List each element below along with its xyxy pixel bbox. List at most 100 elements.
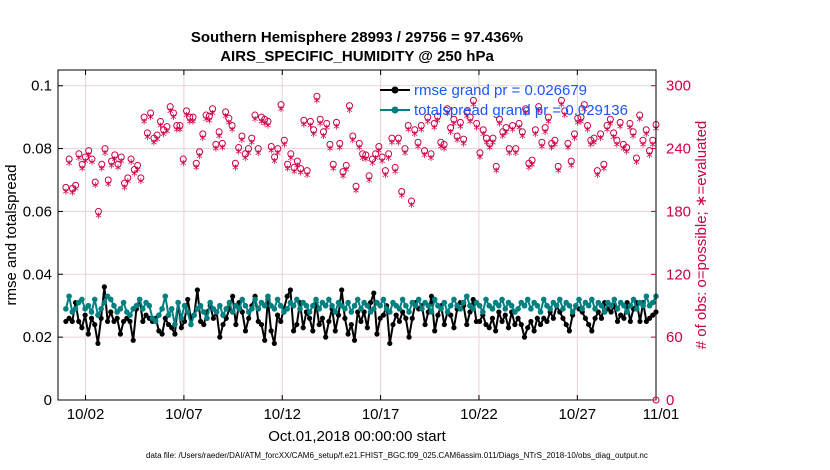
obs-possible-point (557, 96, 565, 104)
spread-point (303, 302, 310, 309)
rmse-point (101, 284, 107, 290)
rmse-point (358, 318, 364, 325)
spread-point (406, 309, 412, 315)
obs-evaluated-point: * (82, 157, 89, 172)
obs-evaluated-point: * (617, 123, 624, 138)
spread-point (239, 296, 246, 303)
obs-evaluated-point: * (209, 109, 216, 124)
rmse-point (422, 321, 428, 328)
obs-evaluated-point: * (477, 153, 484, 168)
rmse-point (364, 325, 370, 331)
rmse-point (319, 315, 326, 321)
y-left-tick-label: 0.04 (23, 266, 52, 283)
obs-possible-point (544, 113, 552, 121)
obs-possible-point (319, 128, 327, 136)
obs-evaluated-point: * (190, 117, 197, 132)
obs-possible-point (476, 149, 484, 157)
grid-lines (58, 70, 656, 400)
obs-possible-point (567, 157, 575, 165)
rmse-point (534, 315, 540, 321)
rmse-point (505, 325, 512, 331)
y-left-tick-label: 0.08 (23, 141, 52, 158)
obs-possible-point (466, 113, 474, 121)
obs-possible-point (264, 117, 272, 125)
obs-possible-point (391, 163, 399, 171)
obs-evaluated-point: * (350, 136, 357, 151)
obs-evaluated-point: * (633, 158, 640, 173)
rmse-point (294, 321, 300, 328)
obs-possible-point (359, 150, 367, 158)
rmse-point (477, 318, 483, 325)
obs-possible-point (434, 112, 442, 120)
obs-possible-point (251, 111, 259, 119)
rmse-point (310, 328, 316, 334)
rmse-point (409, 315, 415, 321)
obs-evaluated-point: * (500, 132, 507, 147)
spread-point (499, 296, 505, 303)
rmse-point (159, 331, 165, 337)
spread-point (412, 302, 419, 309)
spread-point (188, 321, 194, 328)
obs-possible-point (616, 118, 624, 126)
y-right-zero-marker (652, 396, 660, 404)
spread-point (178, 315, 185, 322)
obs-evaluated-point: * (187, 117, 194, 132)
obs-possible-point (642, 126, 650, 134)
obs-evaluated-point: * (271, 157, 278, 172)
obs-evaluated-point: * (496, 119, 503, 134)
obs-possible-point (421, 147, 429, 155)
obs-evaluated-point: * (392, 168, 399, 183)
rmse-point (140, 318, 146, 325)
obs-evaluated-point: * (441, 145, 448, 160)
obs-evaluated-point: * (529, 160, 536, 175)
rmse-point (646, 315, 653, 321)
spread-point (72, 306, 79, 312)
rmse-point (608, 309, 614, 315)
obs-evaluated-point: * (356, 144, 363, 159)
spread-point (611, 296, 618, 303)
obs-evaluated-point: * (252, 115, 259, 130)
y-right-tick-label: 240 (666, 141, 691, 158)
rmse-point (374, 331, 380, 337)
obs-possible-point (632, 154, 640, 162)
obs-evaluated-point: * (239, 136, 246, 151)
obs-possible-point (72, 181, 80, 189)
obs-evaluated-point: * (89, 158, 96, 173)
rmse-point (589, 328, 595, 334)
obs-evaluated-point: * (131, 170, 138, 185)
obs-possible-point (512, 145, 520, 153)
obs-evaluated-point: * (542, 128, 549, 143)
rmse-point (531, 328, 537, 334)
spread-point (370, 306, 377, 312)
rmse-point (307, 315, 313, 321)
obs-possible-point (486, 139, 494, 147)
obs-evaluated-point: * (134, 166, 141, 181)
obs-possible-point (143, 129, 151, 137)
obs-possible-point (411, 126, 419, 134)
obs-possible-point (603, 122, 611, 130)
obs-possible-point (404, 122, 412, 130)
spread-point (425, 302, 432, 309)
obs-evaluated-point: * (473, 124, 480, 139)
obs-evaluated-point: * (604, 126, 611, 141)
spread-point (79, 296, 85, 303)
obs-possible-point (352, 182, 360, 190)
obs-possible-point (362, 151, 370, 159)
obs-evaluated-point: * (242, 154, 249, 169)
obs-possible-point (297, 164, 305, 172)
obs-evaluated-point: * (235, 148, 242, 163)
spread-point (88, 309, 95, 315)
obs-evaluated-point: * (63, 188, 70, 203)
obs-possible-point (496, 115, 504, 123)
obs-possible-point (65, 155, 73, 163)
obs-possible-point (189, 113, 197, 121)
rmse-point (592, 315, 598, 321)
obs-possible-point (613, 136, 621, 144)
spread-point (428, 309, 435, 315)
obs-evaluated-point: * (98, 164, 105, 179)
obs-evaluated-point: * (333, 123, 340, 138)
obs-possible-point (522, 105, 530, 113)
obs-possible-point (414, 138, 422, 146)
obs-possible-point (606, 115, 614, 123)
spread-point (396, 306, 403, 312)
